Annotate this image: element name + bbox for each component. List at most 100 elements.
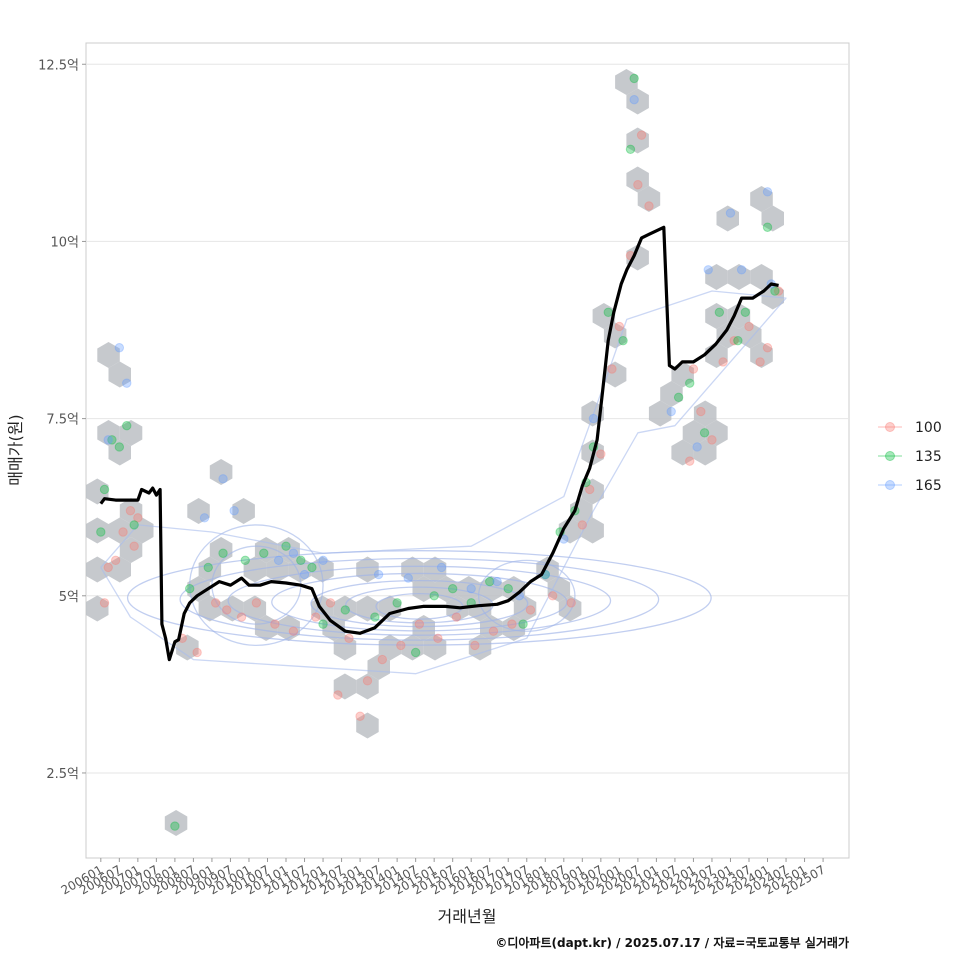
point-100 — [607, 364, 617, 374]
point-165 — [436, 562, 447, 573]
point-135 — [770, 286, 780, 296]
point-100 — [310, 612, 321, 622]
hexbin-cell — [615, 69, 638, 95]
hexbin-cell — [716, 205, 739, 232]
hexbin-cell — [648, 400, 672, 427]
hexbin-cell — [412, 576, 435, 602]
point-100 — [236, 612, 247, 622]
point-135 — [296, 555, 306, 566]
point-100 — [707, 435, 717, 445]
point-100 — [222, 605, 232, 615]
point-135 — [699, 428, 710, 438]
point-135 — [447, 583, 458, 594]
point-100 — [433, 633, 443, 644]
y-tick-label: 7.5억 — [46, 413, 79, 428]
hexbin-cell — [682, 420, 706, 446]
legend: 100 135 165 — [878, 420, 942, 494]
hexbin-cell — [198, 556, 222, 583]
point-135 — [410, 647, 421, 658]
point-135 — [518, 619, 528, 629]
point-100 — [525, 605, 536, 615]
hexbin-cell — [333, 673, 357, 700]
point-100 — [547, 591, 558, 601]
point-100 — [192, 647, 202, 658]
hexbin-cell — [750, 342, 773, 368]
point-135 — [129, 520, 139, 530]
point-100 — [288, 626, 299, 636]
hexbin-cell — [164, 810, 188, 836]
point-135 — [307, 562, 317, 573]
hexbin-cell — [378, 634, 402, 661]
hexbin-cell — [108, 556, 131, 583]
point-135 — [281, 541, 291, 551]
point-100 — [633, 180, 643, 190]
point-100 — [696, 406, 706, 417]
legend-label: 135 — [915, 449, 942, 465]
hexbin-cell — [356, 712, 379, 739]
hexbin-cell — [401, 556, 424, 583]
point-165 — [199, 513, 210, 523]
hexbin-cell — [119, 498, 143, 524]
trend-line — [99, 225, 779, 662]
point-100 — [488, 626, 499, 636]
point-100 — [110, 555, 121, 566]
point-100 — [470, 640, 480, 651]
hexbin-cell — [378, 595, 402, 622]
point-100 — [377, 654, 388, 665]
point-165 — [288, 548, 299, 558]
hexbin-cell — [322, 615, 345, 641]
hexbin-cell — [108, 361, 131, 388]
hexbin-cell — [761, 205, 784, 232]
y-tick-label: 5억 — [59, 590, 79, 605]
point-165 — [725, 208, 736, 218]
point-135 — [259, 548, 269, 558]
plot-background — [85, 42, 850, 859]
point-135 — [429, 591, 439, 601]
point-135 — [603, 307, 613, 318]
point-100 — [762, 343, 773, 353]
hexbin-cell — [423, 556, 447, 583]
point-100 — [744, 321, 754, 332]
hexbin-cell — [637, 186, 661, 212]
hexbin-cell — [423, 634, 447, 661]
point-135 — [618, 335, 628, 346]
point-135 — [99, 484, 110, 495]
point-100 — [451, 612, 462, 622]
point-100 — [270, 619, 280, 629]
density-contour — [179, 557, 660, 641]
y-tick-label: 10억 — [50, 235, 79, 250]
legend-label: 100 — [915, 420, 942, 436]
hexbin-cell — [468, 634, 492, 661]
point-165 — [122, 378, 132, 388]
legend-key-point — [885, 451, 895, 461]
point-100 — [362, 676, 373, 686]
hexbin-cell — [243, 595, 267, 622]
point-100 — [414, 619, 425, 629]
density-contour — [477, 559, 576, 632]
point-135 — [392, 598, 402, 608]
point-100 — [333, 690, 343, 700]
point-100 — [251, 598, 262, 608]
hexbin-cell — [626, 88, 649, 115]
point-135 — [122, 420, 132, 431]
hexbin-cell — [480, 576, 503, 602]
hexbin-cell — [727, 303, 751, 329]
legend-key-point — [885, 422, 895, 432]
point-135 — [340, 605, 350, 615]
hexbin-cell — [502, 615, 526, 641]
point-100 — [129, 541, 139, 551]
point-100 — [325, 598, 336, 608]
point-100 — [773, 286, 784, 296]
point-100 — [585, 484, 595, 495]
hexbin-cell — [209, 459, 233, 485]
point-135 — [114, 442, 125, 452]
point-135 — [318, 619, 328, 629]
point-165 — [229, 506, 239, 516]
point-135 — [733, 335, 743, 346]
point-135 — [503, 583, 513, 594]
point-165 — [299, 569, 310, 580]
point-135 — [673, 392, 684, 403]
point-100 — [685, 456, 695, 466]
point-165 — [218, 474, 228, 484]
